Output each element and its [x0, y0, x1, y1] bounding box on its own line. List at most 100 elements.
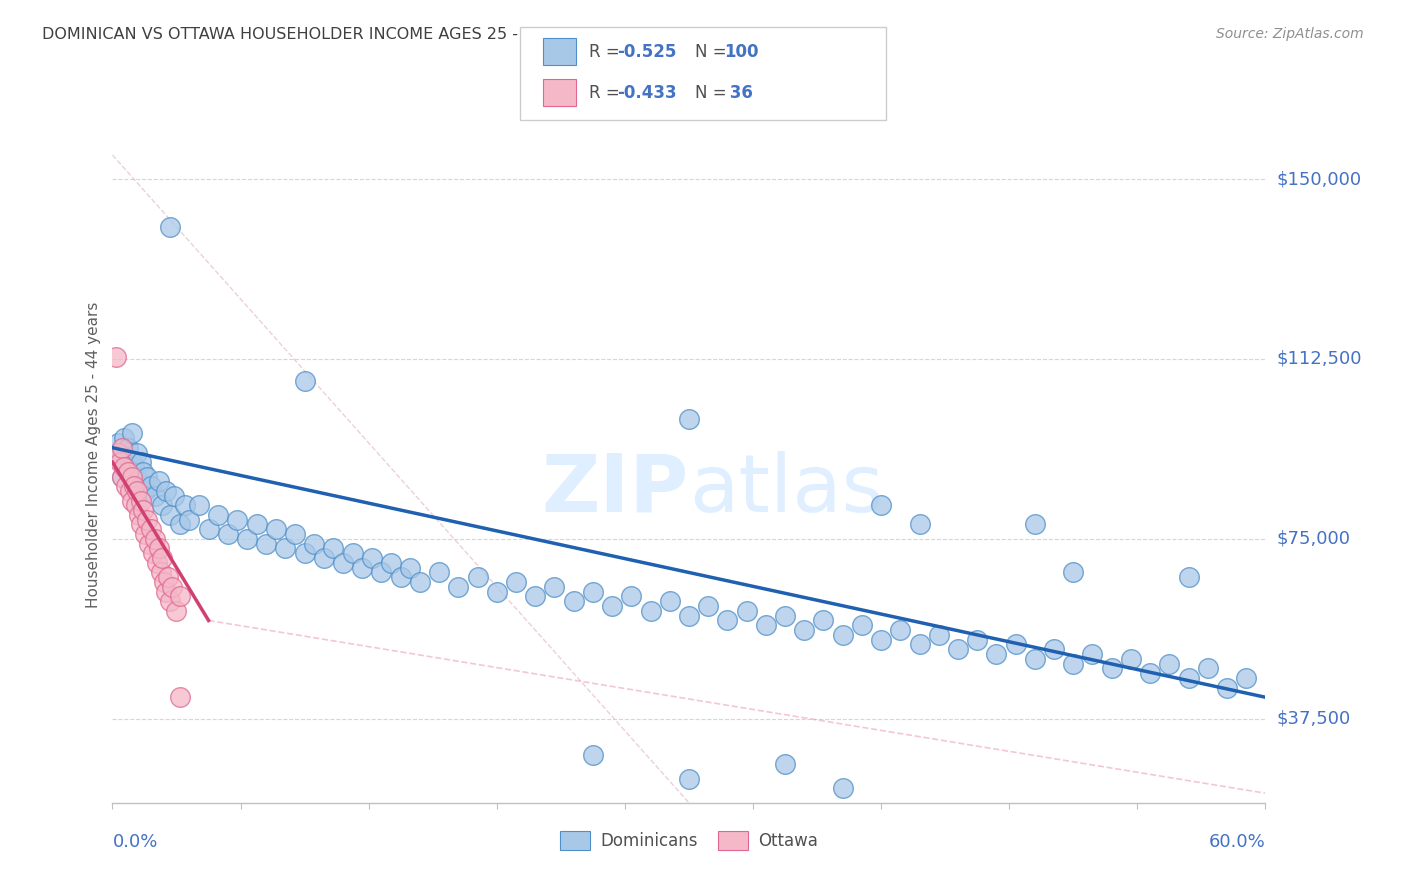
- Point: [121, 426, 143, 441]
- Point: [111, 455, 134, 469]
- Point: [132, 465, 155, 479]
- Point: [108, 445, 131, 459]
- Point: [1139, 666, 1161, 681]
- Point: [793, 623, 815, 637]
- Point: [543, 580, 565, 594]
- Point: [157, 570, 180, 584]
- Point: [160, 580, 183, 594]
- Point: [165, 604, 187, 618]
- Point: [304, 537, 326, 551]
- Point: [115, 450, 138, 465]
- Point: [127, 445, 149, 459]
- Point: [1101, 661, 1123, 675]
- Text: R =: R =: [589, 43, 626, 61]
- Point: [447, 580, 470, 594]
- Point: [352, 560, 374, 574]
- Point: [360, 551, 382, 566]
- Point: [678, 412, 700, 426]
- Point: [1177, 671, 1199, 685]
- Point: [322, 541, 344, 556]
- Legend: Dominicans, Ottawa: Dominicans, Ottawa: [554, 824, 824, 857]
- Point: [1043, 642, 1066, 657]
- Point: [143, 532, 166, 546]
- Point: [217, 527, 239, 541]
- Point: [117, 465, 139, 479]
- Point: [399, 560, 422, 574]
- Text: -0.525: -0.525: [617, 43, 676, 61]
- Point: [207, 508, 229, 522]
- Point: [946, 642, 969, 657]
- Point: [128, 479, 150, 493]
- Point: [169, 517, 191, 532]
- Point: [118, 483, 141, 498]
- Point: [773, 757, 796, 772]
- Point: [124, 469, 146, 483]
- Point: [831, 781, 853, 796]
- Point: [1062, 657, 1084, 671]
- Point: [122, 479, 145, 493]
- Point: [1216, 681, 1239, 695]
- Point: [138, 537, 160, 551]
- Point: [697, 599, 720, 613]
- Y-axis label: Householder Income Ages 25 - 44 years: Householder Income Ages 25 - 44 years: [86, 301, 101, 608]
- Text: 36: 36: [724, 84, 754, 102]
- Text: 0.0%: 0.0%: [112, 833, 157, 851]
- Point: [169, 690, 191, 705]
- Point: [226, 513, 249, 527]
- Point: [149, 566, 172, 580]
- Point: [155, 584, 177, 599]
- Point: [284, 527, 307, 541]
- Point: [928, 628, 950, 642]
- Point: [155, 483, 177, 498]
- Point: [312, 551, 335, 566]
- Text: R =: R =: [589, 84, 626, 102]
- Point: [187, 498, 211, 512]
- Point: [159, 219, 181, 234]
- Point: [1159, 657, 1181, 671]
- Point: [409, 575, 432, 590]
- Point: [105, 350, 128, 364]
- Point: [129, 517, 153, 532]
- Point: [813, 614, 835, 628]
- Point: [524, 590, 547, 604]
- Point: [118, 465, 141, 479]
- Point: [159, 594, 181, 608]
- Text: $37,500: $37,500: [1277, 710, 1351, 728]
- Point: [389, 570, 412, 584]
- Point: [755, 618, 778, 632]
- Point: [986, 647, 1008, 661]
- Point: [148, 541, 170, 556]
- Point: [1234, 671, 1257, 685]
- Point: [332, 556, 354, 570]
- Point: [107, 445, 129, 459]
- Text: atlas: atlas: [689, 450, 883, 529]
- Point: [107, 436, 129, 450]
- Point: [678, 772, 700, 786]
- Point: [148, 475, 170, 489]
- Text: DOMINICAN VS OTTAWA HOUSEHOLDER INCOME AGES 25 - 44 YEARS CORRELATION CHART: DOMINICAN VS OTTAWA HOUSEHOLDER INCOME A…: [42, 27, 779, 42]
- Point: [145, 556, 167, 570]
- Point: [658, 594, 681, 608]
- Point: [111, 469, 134, 483]
- Text: 100: 100: [724, 43, 759, 61]
- Point: [121, 493, 143, 508]
- Point: [831, 628, 853, 642]
- Point: [108, 455, 131, 469]
- Point: [112, 459, 135, 474]
- Point: [966, 632, 988, 647]
- Point: [127, 483, 149, 498]
- Point: [254, 537, 277, 551]
- Point: [124, 498, 146, 512]
- Point: [121, 455, 143, 469]
- Point: [294, 546, 316, 560]
- Point: [678, 608, 700, 623]
- Point: [485, 584, 508, 599]
- Point: [136, 469, 159, 483]
- Point: [370, 566, 392, 580]
- Point: [1004, 637, 1026, 651]
- Point: [153, 575, 176, 590]
- Point: [640, 604, 662, 618]
- Point: [582, 747, 605, 762]
- Point: [163, 489, 186, 503]
- Point: [236, 532, 259, 546]
